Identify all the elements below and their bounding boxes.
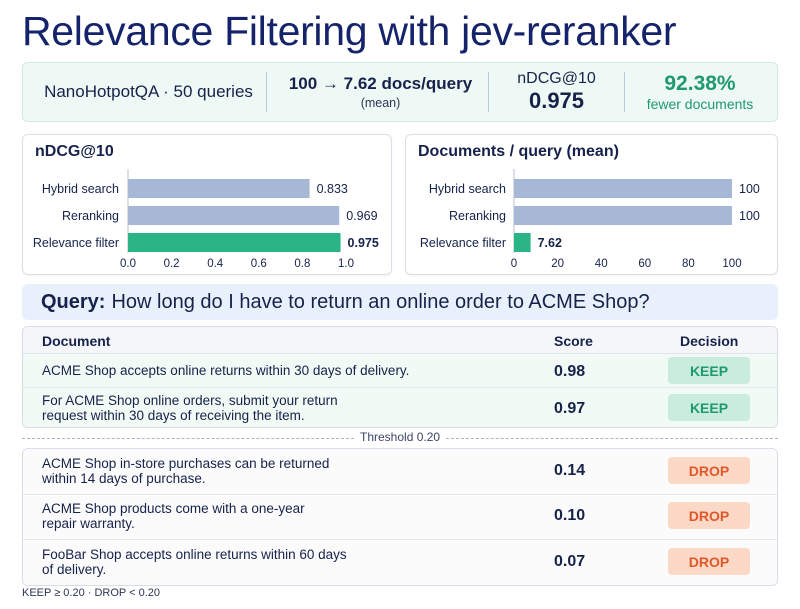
summary-metric: nDCG@10 0.975 <box>489 63 624 121</box>
query-label: Query: <box>41 290 106 313</box>
threshold-label: Threshold 0.20 <box>354 430 447 444</box>
x-tick-label: 0 <box>511 258 517 270</box>
table-row: For ACME Shop online orders, submit your… <box>23 388 777 427</box>
value-label: 100 <box>739 209 760 223</box>
query-bar: Query: How long do I have to return an o… <box>22 284 778 320</box>
x-tick-label: 100 <box>722 258 741 270</box>
value-label: 0.975 <box>348 236 379 250</box>
value-label: 7.62 <box>538 236 562 250</box>
docs-chart: Hybrid search 100 Reranking 100 Relevance fi… <box>420 169 760 270</box>
decision-badge-keep: KEEP <box>668 394 750 421</box>
category-label: Relevance filter <box>33 236 119 250</box>
summary-docs-reduction: 100 → 7.62 docs/query <box>288 74 473 93</box>
row-document-line: FooBar Shop accepts online returns withi… <box>42 547 347 562</box>
chart-bar <box>514 179 732 198</box>
decision-badge-drop: DROP <box>668 457 750 484</box>
query-text: How long do I have to return an online o… <box>111 290 650 313</box>
summary-savings-label: fewer documents <box>646 96 754 112</box>
header-score: Score <box>554 333 593 349</box>
table-row: FooBar Shop accepts online returns withi… <box>23 540 777 585</box>
chart-bar <box>128 233 341 252</box>
summary-bar: NanoHotpotQA · 50 queries 100 → 7.62 doc… <box>22 62 778 122</box>
header-document: Document <box>42 333 111 349</box>
table-row: ACME Shop products come with a one-year … <box>23 495 777 540</box>
row-document-line: of delivery. <box>42 562 107 577</box>
table-header: Document Score Decision <box>23 327 777 354</box>
row-score: 0.97 <box>554 400 586 417</box>
row-document: For ACME Shop online orders, submit your… <box>42 393 338 423</box>
row-score: 0.98 <box>554 363 586 380</box>
chart-bar <box>514 206 732 225</box>
table-row: ACME Shop accepts online returns within … <box>23 354 777 388</box>
x-tick-label: 20 <box>551 258 564 270</box>
threshold-divider: Threshold 0.20 <box>22 430 778 446</box>
row-document: FooBar Shop accepts online returns withi… <box>42 547 347 577</box>
row-document-line: For ACME Shop online orders, submit your… <box>42 393 338 408</box>
ndcg-chart-title: nDCG@10 <box>35 143 114 160</box>
row-document-line: ACME Shop products come with a one-year <box>42 501 305 516</box>
summary-divider <box>488 72 489 112</box>
summary-docs-note: (mean) <box>360 96 401 110</box>
page-title: Relevance Filtering with jev-reranker <box>22 8 677 54</box>
summary-metric-label: nDCG@10 <box>517 70 596 87</box>
category-label: Reranking <box>62 209 119 223</box>
row-document-line: ACME Shop accepts online returns within … <box>42 363 410 378</box>
summary-divider <box>624 72 625 112</box>
chart-bar <box>128 206 340 225</box>
row-document-line: request within 30 days of receiving the … <box>42 408 305 423</box>
chart-bar <box>514 233 531 252</box>
kept-documents-table: Document Score Decision ACME Shop accept… <box>22 326 778 428</box>
docs-chart-title: Documents / query (mean) <box>418 143 619 160</box>
row-document: ACME Shop accepts online returns within … <box>42 363 409 378</box>
row-document-line: ACME Shop in-store purchases can be retu… <box>42 456 330 471</box>
decision-badge-drop: DROP <box>668 502 750 529</box>
x-tick-label: 1.0 <box>338 258 354 270</box>
category-label: Reranking <box>449 209 506 223</box>
threshold-legend: KEEP ≥ 0.20 · DROP < 0.20 <box>22 587 161 599</box>
x-tick-label: 40 <box>595 258 608 270</box>
value-label: 100 <box>739 182 760 196</box>
chart-bar <box>128 179 310 198</box>
summary-dataset: NanoHotpotQA · 50 queries <box>44 82 253 101</box>
header-decision: Decision <box>680 333 739 349</box>
x-tick-label: 80 <box>682 258 695 270</box>
summary-divider <box>266 72 267 112</box>
x-tick-label: 0.4 <box>207 258 224 270</box>
docs-chart-panel: Documents / query (mean) Hybrid search 10… <box>405 134 778 275</box>
row-score: 0.10 <box>554 507 586 524</box>
category-label: Relevance filter <box>420 236 506 250</box>
ndcg-chart-panel: nDCG@10 Hybrid search 0.833 Reranking 0.969… <box>22 134 392 275</box>
x-tick-label: 0.2 <box>164 258 180 270</box>
table-row: ACME Shop in-store purchases can be retu… <box>23 449 777 495</box>
category-label: Hybrid search <box>42 182 119 196</box>
x-tick-label: 0.8 <box>294 258 310 270</box>
value-label: 0.969 <box>346 209 377 223</box>
dropped-documents-table: ACME Shop in-store purchases can be retu… <box>22 448 778 586</box>
category-label: Hybrid search <box>429 182 506 196</box>
decision-badge-drop: DROP <box>668 548 750 575</box>
row-document-line: within 14 days of purchase. <box>42 471 206 486</box>
row-document: ACME Shop products come with a one-year … <box>42 501 305 531</box>
summary-savings-value: 92.38% <box>664 72 736 95</box>
row-score: 0.07 <box>554 553 586 570</box>
row-document: ACME Shop in-store purchases can be retu… <box>42 456 329 486</box>
ndcg-chart: Hybrid search 0.833 Reranking 0.969 Relevanc… <box>33 169 379 270</box>
x-tick-label: 0.6 <box>251 258 267 270</box>
summary-savings: 92.38% fewer documents <box>625 63 775 121</box>
row-document-line: repair warranty. <box>42 516 135 531</box>
summary-docs: 100 → 7.62 docs/query (mean) <box>273 63 488 121</box>
x-tick-label: 60 <box>638 258 651 270</box>
x-tick-label: 0.0 <box>120 258 136 270</box>
decision-badge-keep: KEEP <box>668 357 750 384</box>
summary-metric-value: 0.975 <box>528 88 585 113</box>
row-score: 0.14 <box>554 462 586 479</box>
value-label: 0.833 <box>317 182 348 196</box>
